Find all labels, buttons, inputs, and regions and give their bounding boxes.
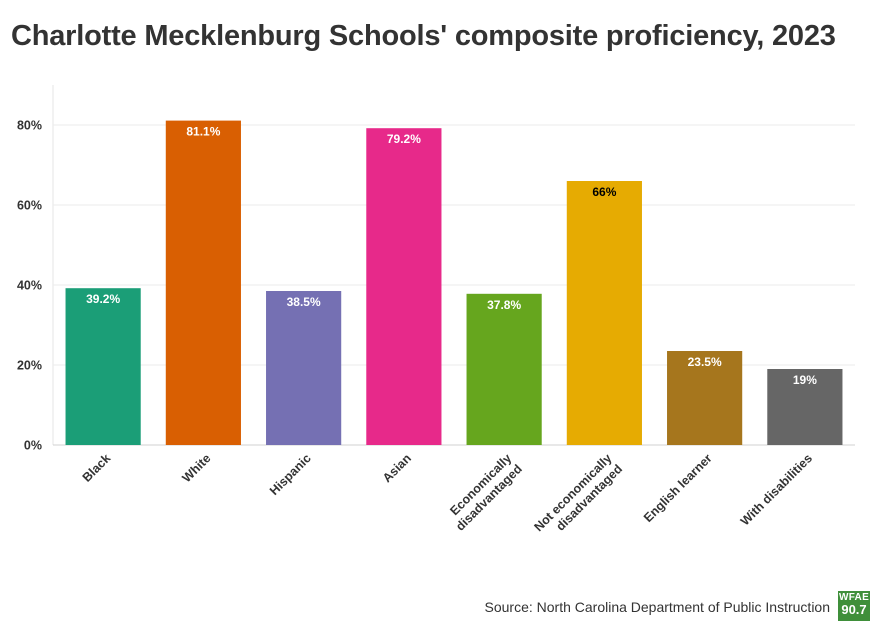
y-tick-label: 40% [17, 279, 42, 293]
y-tick-label: 80% [17, 119, 42, 133]
chart-title: Charlotte Mecklenburg Schools' composite… [11, 20, 836, 52]
x-tick-label: Asian [380, 451, 414, 485]
data-label: 39.2% [86, 292, 120, 306]
source-note: Source: North Carolina Department of Pub… [484, 599, 831, 615]
x-tick-label-line: White [180, 451, 214, 485]
logo-text-bottom: 90.7 [841, 602, 867, 617]
y-tick-label: 0% [24, 439, 42, 453]
x-tick-label-line: Asian [380, 451, 414, 485]
data-label: 81.1% [186, 125, 220, 139]
bar [65, 288, 141, 445]
x-tick-label: Not economicallydisadvantaged [531, 451, 625, 545]
bar [466, 293, 542, 445]
x-tick-label: English learner [641, 451, 715, 525]
data-label: 38.5% [287, 295, 321, 309]
bar [566, 181, 642, 445]
bar [266, 291, 342, 445]
x-tick-label-line: Black [80, 451, 114, 485]
data-label: 19% [793, 373, 817, 387]
x-tick-label-line: With disabilities [738, 451, 815, 528]
bar [366, 128, 442, 445]
bar [165, 120, 241, 445]
x-axis: Black White Hispanic Asian Economicallydisad… [80, 451, 815, 545]
data-label: 37.8% [487, 298, 521, 312]
y-tick-label: 20% [17, 359, 42, 373]
bar [667, 351, 743, 445]
data-label: 66% [592, 185, 616, 199]
x-tick-label-line: Hispanic [267, 451, 314, 498]
x-tick-label: Hispanic [267, 451, 314, 498]
bar [767, 369, 843, 445]
x-tick-label: Economicallydisadvantaged [442, 451, 524, 533]
y-axis: 0% 20% 40% 60% 80% [17, 119, 42, 453]
bar-chart: 0% 20% 40% 60% 80% 39.2% 81.1% 38.5% 79.2% 37.8%… [17, 85, 855, 545]
x-tick-label-line: English learner [641, 451, 715, 525]
x-tick-label: White [180, 451, 214, 485]
x-tick-label: Black [80, 451, 114, 485]
data-label: 23.5% [688, 355, 722, 369]
x-tick-label: With disabilities [738, 451, 815, 528]
y-tick-label: 60% [17, 199, 42, 213]
bars [65, 120, 843, 445]
wfae-logo: WFAE 90.7 [838, 591, 870, 621]
data-label: 79.2% [387, 132, 421, 146]
data-labels: 39.2% 81.1% 38.5% 79.2% 37.8% 66% 23.5% 19% [86, 125, 817, 387]
logo-text-top: WFAE [838, 592, 870, 603]
